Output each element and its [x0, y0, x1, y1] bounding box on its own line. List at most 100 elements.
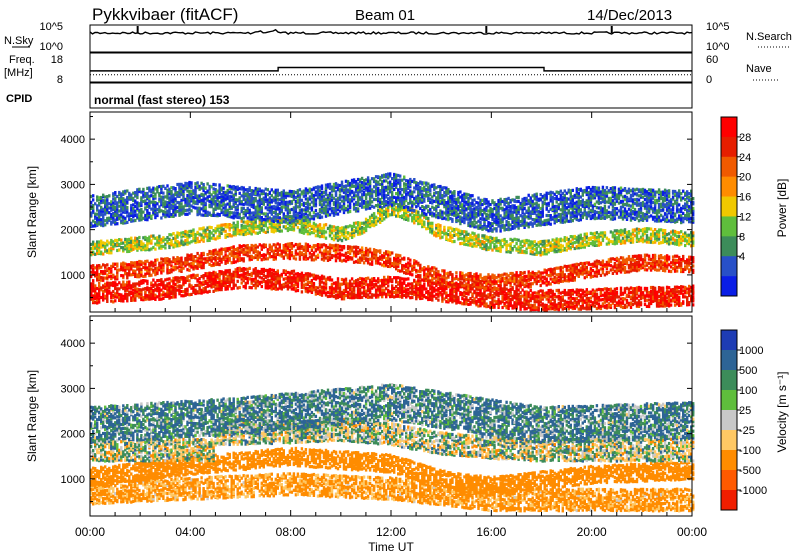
power-cell-4790: [533, 240, 536, 244]
power-cell-3398: [573, 269, 576, 273]
power-cell-2640: [290, 250, 294, 255]
power-cell-3430: [585, 275, 588, 279]
power-cell-4263: [312, 225, 316, 229]
power-cell-1070: [399, 284, 402, 288]
power-cell-1930: [647, 294, 651, 298]
power-cell-4341: [344, 231, 348, 235]
power-cell-4419: [374, 215, 378, 219]
power-cell-3928: [174, 234, 177, 238]
power-cell-2985: [425, 276, 428, 280]
power-cell-1723: [585, 288, 588, 292]
power-cell-2510: [240, 245, 243, 249]
power-cell-1147: [421, 293, 424, 297]
power-cell-539: [246, 281, 249, 285]
power-cell-2433: [214, 262, 217, 267]
power-cell-4088: [242, 224, 245, 228]
power-cell-3303: [541, 275, 544, 279]
power-cell-1504: [525, 298, 528, 303]
power-cell-4718: [499, 242, 502, 246]
power-cell-3658: [665, 258, 669, 262]
power-cell-3089: [463, 284, 466, 288]
power-cell-1080: [401, 283, 404, 287]
power-cell-1971: [657, 286, 661, 290]
power-cell-4588: [445, 231, 448, 235]
power-cell-1522: [529, 293, 532, 297]
power-cell-1057: [395, 276, 398, 280]
power-cell-881: [344, 277, 348, 281]
power-cell-3059: [451, 282, 454, 286]
power-cell-2765: [338, 252, 342, 256]
power-cell-493: [232, 286, 235, 290]
power-cell-4206: [290, 227, 294, 232]
power-cell-4716: [499, 247, 502, 251]
power-cell-3872: [148, 241, 151, 245]
power-cell-2842: [368, 250, 372, 254]
power-cell-2290: [160, 267, 163, 271]
power-cell-49: [104, 296, 107, 300]
power-cell-4397: [366, 219, 370, 223]
power-cell-4392: [364, 220, 368, 224]
power-cell-3077: [459, 277, 462, 281]
power-cell-1841: [619, 289, 623, 293]
power-cell-698: [292, 278, 296, 282]
power-cell-3333: [553, 280, 556, 285]
power-cell-1498: [523, 295, 526, 299]
power-cell-4634: [467, 243, 470, 247]
power-cell-447: [220, 288, 223, 292]
power-cell-1350: [481, 299, 484, 303]
power-cell-3518: [619, 268, 623, 272]
power-cell-4276: [318, 235, 322, 239]
power-cell-92: [116, 293, 119, 297]
power-cell-857: [338, 286, 342, 290]
power-cell-853: [338, 294, 342, 298]
power-cell-4797: [537, 244, 540, 248]
power-cell-4235: [300, 218, 304, 222]
power-cell-988: [374, 283, 378, 287]
power-cell-3767: [104, 241, 107, 245]
power-cell-4691: [489, 246, 492, 250]
power-cell-2416: [208, 262, 211, 266]
power-cell-482: [228, 277, 231, 281]
power-cell-1290: [463, 292, 466, 296]
power-cell-3972: [192, 228, 195, 232]
power-cell-3975: [194, 237, 197, 241]
power-cell-3227: [513, 273, 516, 277]
power-cell-1731: [587, 290, 591, 294]
power-cell-63: [106, 285, 109, 289]
power-cell-2552: [256, 250, 259, 254]
power-cell-2571: [264, 243, 267, 247]
power-cell-4812: [543, 248, 546, 253]
power-cell-846: [336, 292, 340, 296]
power-cell-4198: [286, 226, 290, 231]
power-cell-3255: [523, 283, 526, 287]
power-cell-123: [126, 299, 129, 303]
power-cell-2715: [320, 245, 324, 249]
power-cell-1864: [627, 291, 631, 295]
power-cell-3061: [451, 278, 454, 282]
power-cell-2043: [675, 289, 679, 293]
power-cell-1626: [559, 299, 562, 303]
power-cell-1912: [641, 296, 645, 300]
power-cell-195: [146, 288, 149, 292]
power-cell-1672: [571, 288, 574, 292]
power-cell-2806: [354, 245, 358, 249]
power-cell-4141: [264, 230, 267, 234]
power-cell-2954: [411, 267, 414, 271]
power-cell-343: [190, 292, 193, 296]
power-cell-2144: [106, 276, 109, 280]
power-cell-980: [372, 283, 376, 287]
power-cell-1192: [435, 296, 438, 300]
power-cell-1483: [519, 301, 522, 305]
freq-right-tick-top: 60: [706, 54, 718, 66]
power-cell-3770: [106, 243, 109, 247]
power-cell-3922: [172, 232, 175, 236]
power-cell-1580: [547, 307, 550, 311]
power-cell-2683: [306, 245, 310, 249]
power-cell-2357: [186, 260, 189, 264]
power-cell-4363: [354, 229, 358, 233]
power-cell-1488: [521, 304, 524, 308]
power-cell-1986: [661, 295, 665, 299]
power-cell-202: [148, 291, 151, 295]
power-cell-1109: [411, 287, 414, 291]
power-cell-4408: [370, 213, 374, 217]
